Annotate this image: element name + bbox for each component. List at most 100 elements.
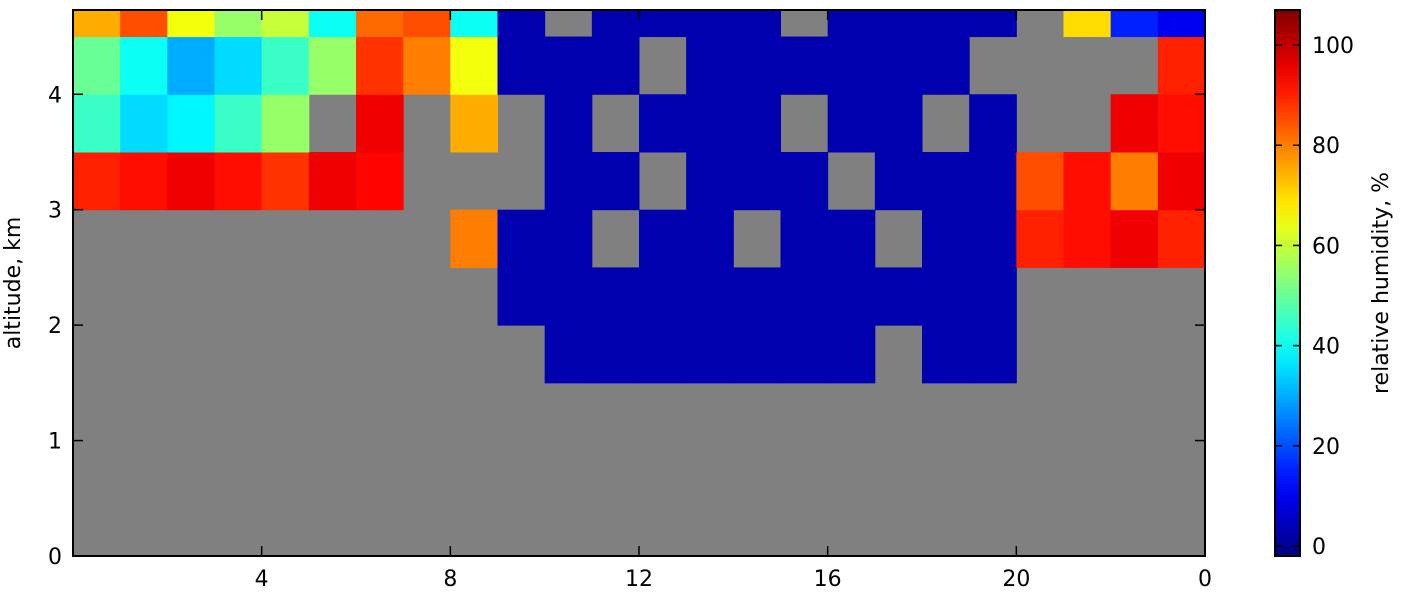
heatmap-cell <box>167 10 215 38</box>
heatmap-cell <box>639 10 687 38</box>
heatmap-cell <box>780 36 829 95</box>
heatmap-cell <box>969 325 1017 384</box>
heatmap-cell <box>308 36 357 95</box>
heatmap-cell <box>639 325 687 384</box>
heatmap-cell <box>73 151 121 211</box>
heatmap-cell <box>167 36 215 95</box>
heatmap-cell <box>827 36 876 95</box>
heatmap-cell <box>874 267 923 326</box>
heatmap-cell <box>73 10 121 38</box>
x-tick-label: 4 <box>255 567 269 592</box>
heatmap-cell <box>450 94 498 153</box>
heatmap-cell <box>969 209 1017 268</box>
y-tick-label: 1 <box>48 430 62 455</box>
heatmap-cell <box>827 10 876 38</box>
heatmap-cell <box>497 267 546 326</box>
heatmap-cell <box>827 94 876 153</box>
heatmap-cell <box>686 10 734 38</box>
heatmap-cell <box>1157 94 1205 153</box>
heatmap-cell <box>497 209 546 268</box>
heatmap-cell <box>1016 209 1064 268</box>
heatmap-cell <box>874 10 923 38</box>
y-tick-label: 2 <box>48 314 62 339</box>
heatmap-cell <box>733 10 781 38</box>
heatmap-cell <box>356 151 404 211</box>
heatmap-cell <box>969 10 1017 38</box>
heatmap-cell <box>403 36 451 95</box>
heatmap-cell <box>733 325 781 384</box>
heatmap-cell <box>733 267 781 326</box>
colorbar-label: relative humidity, % <box>1369 172 1394 394</box>
heatmap-cell <box>874 36 923 95</box>
heatmap-cell <box>544 267 593 326</box>
y-axis-label: altitude, km <box>1 217 26 350</box>
heatmap-cell <box>214 94 263 153</box>
heatmap-cell <box>167 94 215 153</box>
heatmap-cell <box>261 94 310 153</box>
heatmap-cell <box>544 94 593 153</box>
heatmap-cell <box>733 151 781 211</box>
heatmap-cell <box>1016 151 1064 211</box>
heatmap-cell <box>167 151 215 211</box>
heatmap-cell <box>356 94 404 153</box>
heatmap-cell <box>639 209 687 268</box>
heatmap-cell <box>686 267 734 326</box>
heatmap-cell <box>120 36 168 95</box>
heatmap-cell <box>450 36 498 95</box>
heatmap-cell <box>780 209 829 268</box>
colorbar-tick-label: 0 <box>1312 535 1326 560</box>
heatmap-cell <box>497 36 546 95</box>
x-tick-label: 16 <box>814 567 842 592</box>
heatmap-cell <box>308 10 357 38</box>
heatmap-cell <box>1157 209 1205 268</box>
heatmap-cell <box>73 36 121 95</box>
heatmap-cell <box>686 94 734 153</box>
heatmap-cell <box>686 151 734 211</box>
heatmap-cell <box>308 151 357 211</box>
heatmap-cell <box>780 151 829 211</box>
heatmap-cell <box>450 209 498 268</box>
heatmap-cell <box>1110 209 1159 268</box>
y-tick-label: 4 <box>48 83 62 108</box>
heatmap-cell <box>686 325 734 384</box>
heatmap-cell <box>780 267 829 326</box>
heatmap-cell <box>1110 10 1159 38</box>
heatmap-cell <box>733 94 781 153</box>
heatmap-cell <box>922 325 970 384</box>
heatmap-cell <box>686 209 734 268</box>
heatmap-cell <box>686 36 734 95</box>
heatmap-cell <box>1157 151 1205 211</box>
heatmap-cell <box>969 151 1017 211</box>
heatmap-cell <box>922 151 970 211</box>
heatmap-cell <box>1110 151 1159 211</box>
heatmap-cell <box>591 267 640 326</box>
heatmap-cell <box>874 151 923 211</box>
heatmap-cell <box>969 94 1017 153</box>
heatmap-cell <box>969 267 1017 326</box>
colorbar <box>1274 9 1301 557</box>
y-tick-label: 3 <box>48 199 62 224</box>
heatmap-cell <box>544 209 593 268</box>
heatmap-cell <box>1063 151 1112 211</box>
heatmap-cell <box>591 10 640 38</box>
heatmap-cell <box>261 36 310 95</box>
heatmap <box>73 10 1205 384</box>
heatmap-cell <box>827 267 876 326</box>
heatmap-cell <box>497 10 546 38</box>
heatmap-cell <box>214 10 263 38</box>
heatmap-cell <box>780 325 829 384</box>
x-tick-label: 20 <box>1002 567 1030 592</box>
heatmap-cell <box>261 10 310 38</box>
heatmap-cell <box>922 209 970 268</box>
heatmap-cell <box>356 10 404 38</box>
heatmap-cell <box>922 267 970 326</box>
heatmap-cell <box>827 325 876 384</box>
colorbar-tick-label: 40 <box>1312 335 1340 360</box>
colorbar-tick-label: 80 <box>1312 134 1340 159</box>
heatmap-cell <box>1157 10 1205 38</box>
x-tick-label: 0 <box>1198 567 1212 592</box>
heatmap-cell <box>639 267 687 326</box>
x-tick-label: 12 <box>625 567 653 592</box>
colorbar-tick-label: 20 <box>1312 435 1340 460</box>
heatmap-cell <box>120 151 168 211</box>
